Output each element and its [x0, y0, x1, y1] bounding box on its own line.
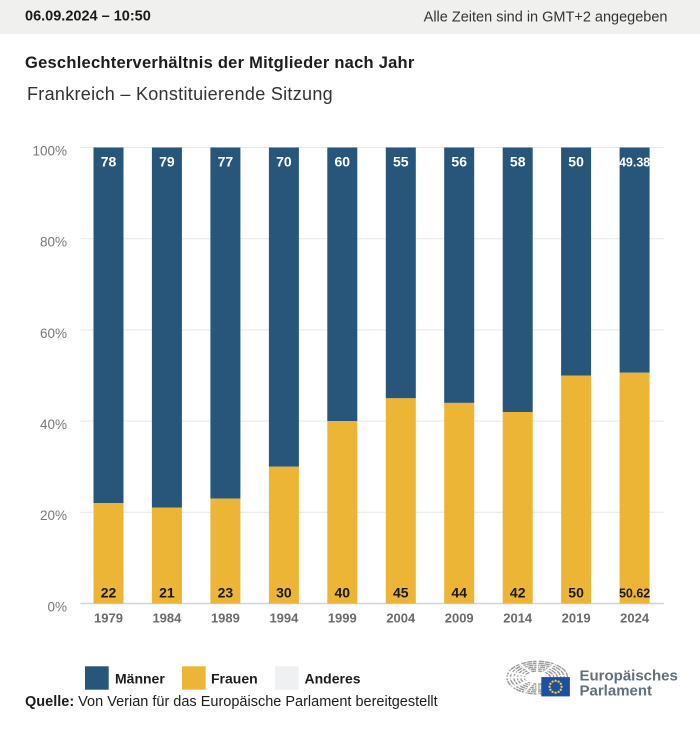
svg-text:1984: 1984 [152, 611, 182, 626]
svg-text:06.09.2024 – 10:50: 06.09.2024 – 10:50 [25, 9, 151, 25]
svg-text:2009: 2009 [445, 611, 474, 626]
svg-text:42: 42 [510, 585, 526, 601]
svg-text:80%: 80% [40, 235, 67, 250]
svg-text:Anderes: Anderes [305, 671, 361, 687]
svg-text:21: 21 [159, 585, 175, 601]
svg-text:40: 40 [335, 585, 351, 601]
svg-text:49.38: 49.38 [619, 155, 650, 169]
svg-text:58: 58 [510, 154, 526, 170]
svg-text:Quelle: Von Verian für das Eur: Quelle: Von Verian für das Europäische P… [25, 694, 438, 710]
svg-text:1999: 1999 [328, 611, 357, 626]
svg-text:23: 23 [218, 585, 234, 601]
svg-text:2019: 2019 [562, 611, 591, 626]
svg-text:45: 45 [393, 585, 409, 601]
svg-text:70: 70 [276, 154, 292, 170]
svg-text:22: 22 [101, 585, 117, 601]
svg-text:50: 50 [568, 154, 584, 170]
svg-text:50.62: 50.62 [619, 586, 650, 600]
svg-text:50: 50 [568, 585, 584, 601]
svg-text:100%: 100% [32, 143, 67, 158]
svg-text:77: 77 [218, 154, 234, 170]
svg-text:55: 55 [393, 154, 409, 170]
svg-text:60: 60 [335, 154, 351, 170]
svg-text:0%: 0% [47, 599, 67, 614]
svg-text:56: 56 [451, 154, 467, 170]
svg-text:Europäisches: Europäisches [580, 668, 678, 685]
svg-text:44: 44 [451, 585, 467, 601]
svg-text:1979: 1979 [94, 611, 123, 626]
svg-text:79: 79 [159, 154, 175, 170]
svg-text:2014: 2014 [503, 611, 533, 626]
svg-text:2024: 2024 [620, 611, 650, 626]
svg-text:40%: 40% [40, 417, 67, 432]
svg-text:2004: 2004 [386, 611, 416, 626]
svg-text:Frankreich – Konstituierende S: Frankreich – Konstituierende Sitzung [27, 84, 333, 104]
svg-text:1994: 1994 [269, 611, 299, 626]
svg-text:Alle Zeiten sind in GMT+2 ange: Alle Zeiten sind in GMT+2 angegeben [424, 10, 668, 26]
svg-text:Männer: Männer [115, 671, 165, 687]
svg-text:30: 30 [276, 585, 292, 601]
svg-text:Frauen: Frauen [211, 671, 258, 687]
svg-text:78: 78 [101, 154, 117, 170]
svg-text:20%: 20% [40, 508, 67, 523]
svg-text:60%: 60% [40, 326, 67, 341]
svg-text:Parlament: Parlament [580, 682, 653, 699]
svg-text:Geschlechterverhältnis der Mit: Geschlechterverhältnis der Mitglieder na… [25, 54, 415, 72]
svg-text:1989: 1989 [211, 611, 240, 626]
